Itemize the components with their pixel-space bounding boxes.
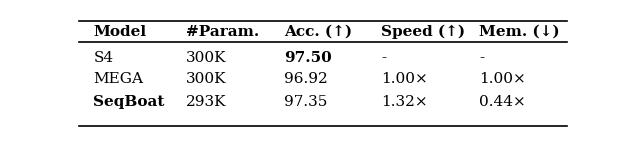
Text: 300K: 300K bbox=[186, 72, 227, 86]
Text: 1.00×: 1.00× bbox=[479, 72, 526, 86]
Text: 293K: 293K bbox=[186, 95, 227, 109]
Text: 300K: 300K bbox=[186, 51, 227, 65]
Text: Acc. (↑): Acc. (↑) bbox=[284, 25, 352, 39]
Text: -: - bbox=[479, 51, 484, 65]
Text: 1.00×: 1.00× bbox=[381, 72, 428, 86]
Text: 1.32×: 1.32× bbox=[381, 95, 428, 109]
Text: #Param.: #Param. bbox=[186, 25, 260, 39]
Text: Speed (↑): Speed (↑) bbox=[381, 24, 466, 39]
Text: Model: Model bbox=[93, 25, 147, 39]
Text: Mem. (↓): Mem. (↓) bbox=[479, 25, 559, 39]
Text: S4: S4 bbox=[93, 51, 113, 65]
Text: MEGA: MEGA bbox=[93, 72, 144, 86]
Text: SeqBoat: SeqBoat bbox=[93, 95, 165, 109]
Text: 97.50: 97.50 bbox=[284, 51, 331, 65]
Text: 97.35: 97.35 bbox=[284, 95, 327, 109]
Text: 0.44×: 0.44× bbox=[479, 95, 526, 109]
Text: -: - bbox=[381, 51, 387, 65]
Text: 96.92: 96.92 bbox=[284, 72, 328, 86]
